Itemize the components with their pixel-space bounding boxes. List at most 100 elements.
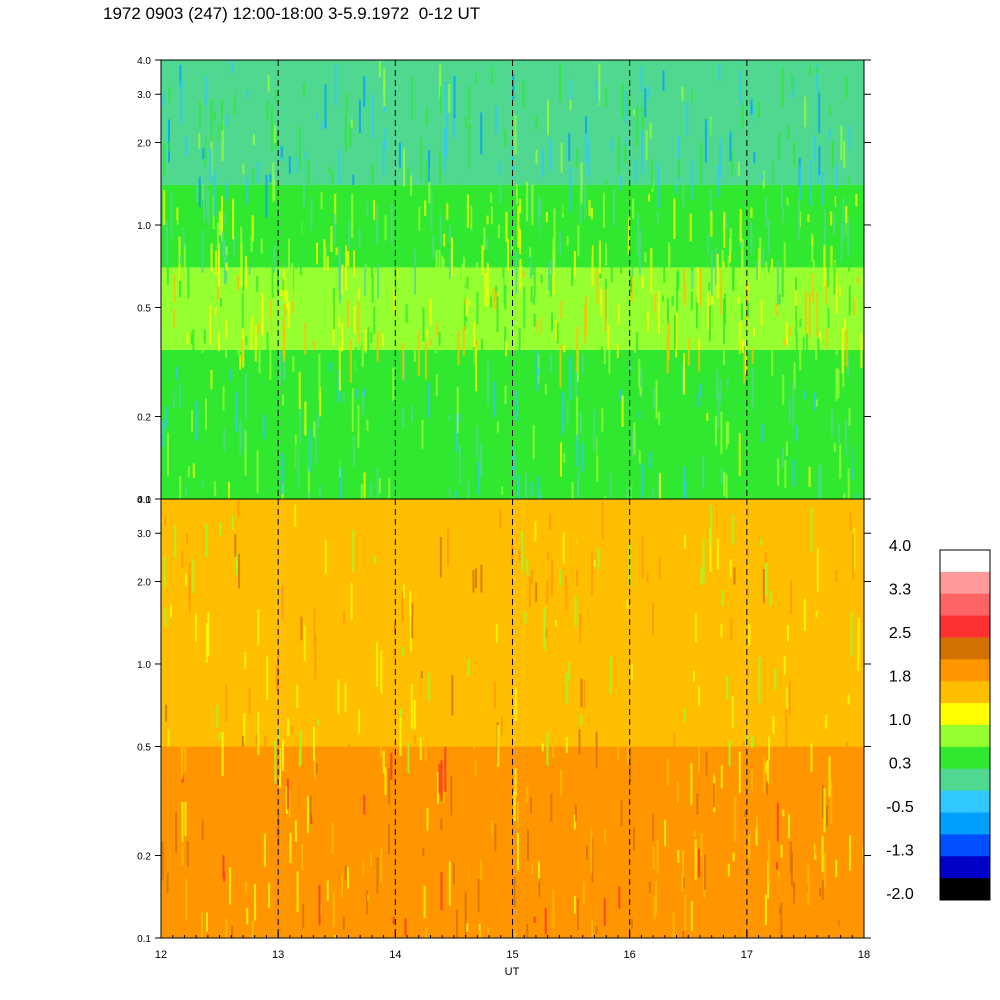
spectral-streak (370, 483, 373, 499)
spectral-streak (811, 238, 814, 246)
spectral-streak (792, 459, 795, 487)
spectral-streak (565, 737, 568, 754)
spectral-streak (732, 257, 735, 290)
spectral-streak (223, 213, 226, 224)
spectral-streak (857, 511, 860, 521)
spectral-streak (576, 149, 579, 169)
spectral-streak (344, 111, 347, 152)
spectral-streak (489, 924, 492, 931)
spectral-streak (401, 590, 404, 622)
spectral-streak (378, 60, 381, 78)
spectral-streak (381, 333, 384, 347)
spectral-streak (835, 368, 838, 401)
spectral-streak (271, 699, 274, 735)
spectral-streak (560, 143, 563, 173)
spectral-streak (475, 349, 477, 392)
spectral-streak (664, 819, 667, 847)
spectral-streak (693, 479, 696, 499)
spectral-streak (390, 146, 393, 154)
spectral-streak (205, 398, 207, 430)
spectral-streak (693, 670, 695, 682)
spectral-streak (214, 308, 217, 315)
spectral-streak (780, 173, 783, 208)
spectral-streak (807, 214, 810, 222)
spectral-streak (490, 206, 493, 225)
spectral-streak (309, 795, 312, 820)
spectral-streak (334, 64, 337, 106)
spectral-streak (252, 134, 255, 146)
spectral-streak (526, 558, 529, 576)
spectral-streak (362, 391, 365, 415)
spectral-streak (241, 735, 244, 747)
spectral-streak (316, 242, 318, 265)
spectral-streak (556, 322, 559, 344)
spectral-streak (578, 68, 581, 102)
spectral-streak (426, 807, 429, 831)
spectral-streak (505, 212, 508, 242)
spectral-streak (170, 193, 173, 239)
spectral-streak (597, 547, 600, 570)
spectral-streak (407, 166, 410, 186)
spectral-streak (366, 890, 369, 915)
spectral-streak (418, 277, 421, 319)
spectral-streak (791, 75, 794, 92)
spectral-streak (442, 790, 445, 804)
spectral-streak (517, 801, 519, 828)
spectral-streak (724, 293, 727, 325)
spectral-streak (533, 313, 536, 327)
spectral-streak (323, 239, 326, 270)
spectral-streak (658, 383, 661, 401)
spectral-streak (356, 277, 359, 317)
spectral-streak (223, 428, 226, 452)
spectral-streak (294, 195, 297, 229)
spectral-streak (821, 364, 823, 392)
spectral-streak (225, 304, 228, 321)
spectral-streak (755, 827, 758, 846)
spectral-streak (348, 743, 351, 773)
colorbar-label: 1.0 (889, 712, 911, 729)
spectral-streak (783, 242, 786, 276)
spectral-streak (330, 225, 333, 253)
spectral-streak (473, 710, 476, 751)
spectral-streak (235, 553, 238, 576)
spectral-streak (428, 382, 431, 418)
spectral-streak (191, 410, 193, 433)
spectral-streak (783, 630, 786, 651)
spectral-streak (751, 736, 753, 749)
spectral-streak (544, 708, 546, 722)
spectral-streak (195, 401, 198, 441)
spectral-streak (357, 404, 360, 448)
spectral-streak (847, 217, 850, 256)
spectral-streak (221, 731, 224, 776)
spectral-streak (727, 127, 730, 138)
spectral-streak (288, 790, 291, 818)
spectral-streak (799, 319, 802, 327)
spectral-streak (560, 300, 563, 319)
spectral-streak (545, 212, 548, 222)
spectral-streak (188, 574, 191, 613)
spectral-streak (667, 618, 670, 639)
spectral-streak (682, 218, 685, 264)
spectral-streak (192, 838, 195, 884)
spectral-streak (320, 192, 323, 210)
spectral-streak (301, 453, 303, 493)
spectral-streak (835, 859, 838, 877)
spectral-streak (424, 200, 427, 216)
spectral-streak (700, 567, 703, 586)
spectral-streak (376, 204, 379, 246)
spectral-streak (830, 409, 833, 438)
spectral-streak (596, 81, 599, 104)
spectral-streak (464, 296, 467, 305)
spectral-streak (788, 681, 791, 715)
spectral-streak (201, 912, 203, 938)
spectral-streak (530, 570, 533, 585)
spectral-streak (600, 346, 603, 361)
spectral-streak (222, 759, 225, 806)
spectral-streak (860, 334, 863, 369)
spectral-streak (618, 886, 621, 909)
spectral-streak (677, 269, 680, 291)
spectral-streak (708, 282, 711, 291)
spectral-streak (792, 381, 795, 427)
spectral-streak (493, 381, 496, 417)
spectral-streak (579, 186, 582, 225)
